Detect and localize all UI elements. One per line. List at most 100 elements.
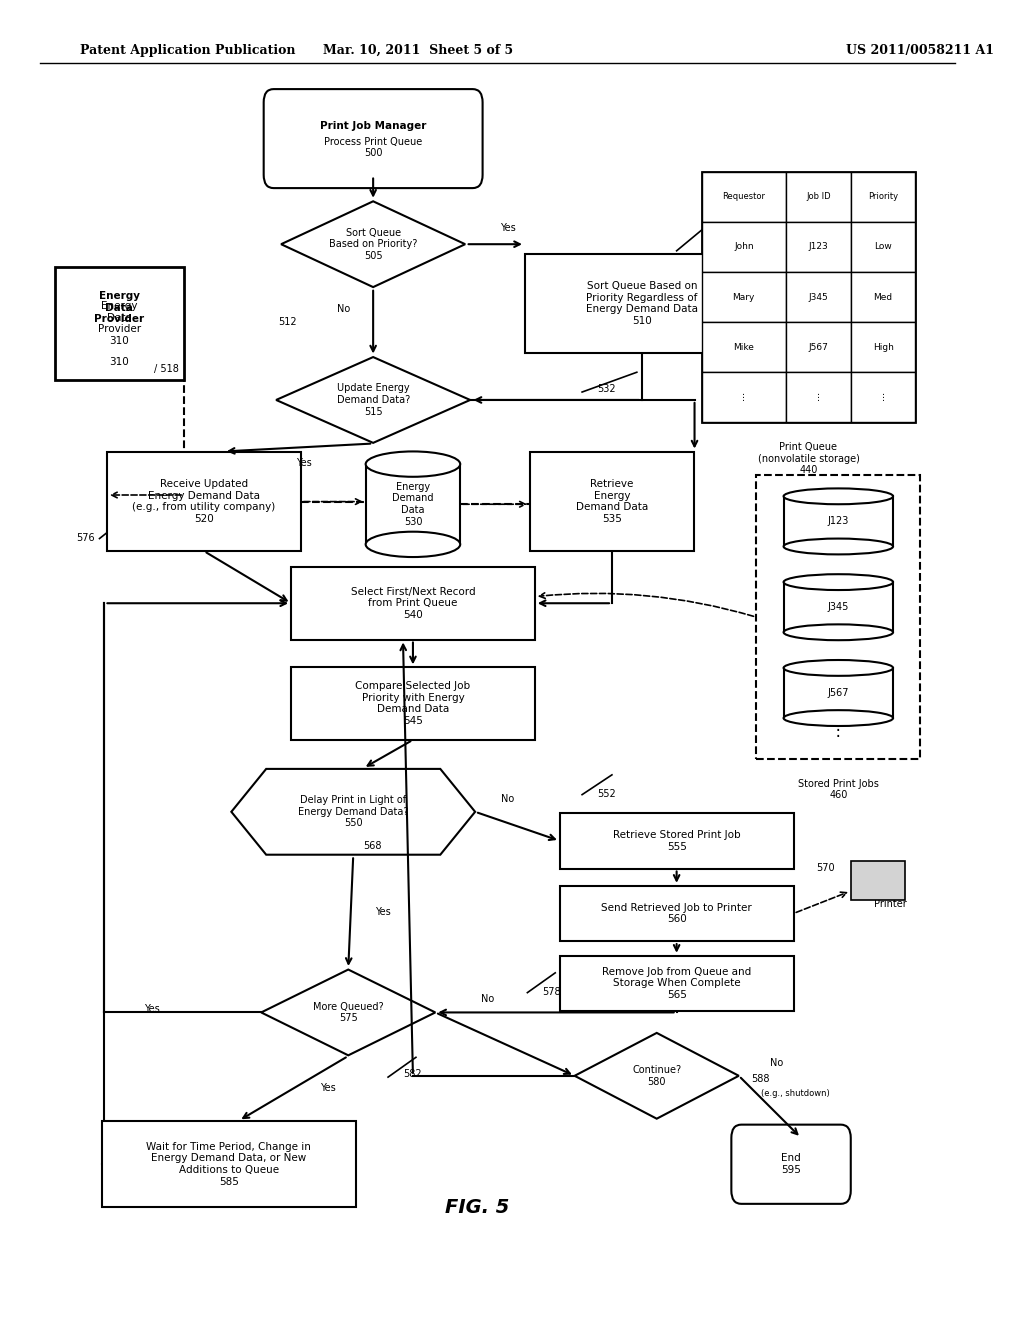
Text: Requestor: Requestor xyxy=(722,193,765,201)
Text: No: No xyxy=(337,304,350,314)
Text: / 518: / 518 xyxy=(155,364,179,375)
Text: Patent Application Publication: Patent Application Publication xyxy=(80,44,295,57)
FancyBboxPatch shape xyxy=(786,172,851,222)
Ellipse shape xyxy=(366,532,460,557)
Text: Yes: Yes xyxy=(500,223,515,234)
Text: 588: 588 xyxy=(752,1074,770,1085)
Text: 552: 552 xyxy=(597,789,615,800)
Text: Send Retrieved Job to Printer
560: Send Retrieved Job to Printer 560 xyxy=(601,903,752,924)
FancyBboxPatch shape xyxy=(560,956,794,1011)
FancyBboxPatch shape xyxy=(851,372,915,422)
FancyBboxPatch shape xyxy=(529,451,694,552)
FancyBboxPatch shape xyxy=(525,253,759,352)
FancyBboxPatch shape xyxy=(701,322,786,372)
Text: Compare Selected Job
Priority with Energy
Demand Data
545: Compare Selected Job Priority with Energ… xyxy=(355,681,470,726)
Text: J123: J123 xyxy=(827,516,849,527)
Ellipse shape xyxy=(783,539,893,554)
Text: High: High xyxy=(872,343,894,351)
Text: Select First/Next Record
from Print Queue
540: Select First/Next Record from Print Queu… xyxy=(350,586,475,620)
FancyBboxPatch shape xyxy=(366,458,460,550)
Text: Yes: Yes xyxy=(375,907,391,917)
Text: Print Job Manager: Print Job Manager xyxy=(319,120,426,131)
Text: Yes: Yes xyxy=(321,1084,336,1093)
Polygon shape xyxy=(276,358,470,444)
Text: J123: J123 xyxy=(809,243,828,251)
Text: Mike: Mike xyxy=(733,343,755,351)
Text: Energy
Data
Provider
310: Energy Data Provider 310 xyxy=(98,301,141,346)
Text: 570: 570 xyxy=(816,863,835,874)
Text: Job ID: Job ID xyxy=(806,193,830,201)
Text: End
595: End 595 xyxy=(781,1154,801,1175)
Text: No: No xyxy=(715,414,728,425)
Ellipse shape xyxy=(783,488,893,504)
Text: 310: 310 xyxy=(110,356,129,367)
Text: Energy
Data
Provider: Energy Data Provider xyxy=(94,290,144,325)
Text: Update Energy
Demand Data?
515: Update Energy Demand Data? 515 xyxy=(337,383,410,417)
Text: 578: 578 xyxy=(543,987,561,998)
Text: (e.g., shutdown): (e.g., shutdown) xyxy=(761,1089,830,1098)
Text: J345: J345 xyxy=(827,602,849,612)
Text: ⋮: ⋮ xyxy=(879,393,888,401)
FancyBboxPatch shape xyxy=(291,566,535,639)
Text: No: No xyxy=(769,1057,782,1068)
Polygon shape xyxy=(574,1032,739,1119)
Text: Retrieve
Energy
Demand Data
535: Retrieve Energy Demand Data 535 xyxy=(575,479,648,524)
FancyBboxPatch shape xyxy=(786,372,851,422)
Text: ⋮: ⋮ xyxy=(814,393,823,401)
FancyBboxPatch shape xyxy=(54,267,184,380)
FancyBboxPatch shape xyxy=(106,451,301,552)
FancyBboxPatch shape xyxy=(701,272,786,322)
Text: Mar. 10, 2011  Sheet 5 of 5: Mar. 10, 2011 Sheet 5 of 5 xyxy=(323,44,513,57)
Ellipse shape xyxy=(366,451,460,477)
Polygon shape xyxy=(231,768,475,855)
Text: Continue?
580: Continue? 580 xyxy=(632,1065,681,1086)
Text: 532: 532 xyxy=(597,384,615,395)
FancyBboxPatch shape xyxy=(786,272,851,322)
FancyBboxPatch shape xyxy=(851,272,915,322)
FancyBboxPatch shape xyxy=(851,172,915,222)
Text: US 2011/0058211 A1: US 2011/0058211 A1 xyxy=(846,44,993,57)
FancyBboxPatch shape xyxy=(757,475,921,759)
FancyBboxPatch shape xyxy=(102,1122,355,1206)
Text: No: No xyxy=(501,793,514,804)
Text: Printer: Printer xyxy=(874,899,907,909)
FancyBboxPatch shape xyxy=(701,372,786,422)
Text: 508: 508 xyxy=(731,210,750,220)
Text: Priority: Priority xyxy=(868,193,898,201)
FancyBboxPatch shape xyxy=(851,222,915,272)
Text: Mary: Mary xyxy=(732,293,755,301)
FancyBboxPatch shape xyxy=(783,492,893,550)
Text: J345: J345 xyxy=(809,293,828,301)
Text: Stored Print Jobs
460: Stored Print Jobs 460 xyxy=(798,779,879,800)
Text: Print Queue
(nonvolatile storage)
440: Print Queue (nonvolatile storage) 440 xyxy=(758,442,859,475)
Text: Remove Job from Queue and
Storage When Complete
565: Remove Job from Queue and Storage When C… xyxy=(602,966,752,1001)
Text: ⋮: ⋮ xyxy=(830,721,847,739)
Text: No: No xyxy=(481,994,495,1005)
FancyBboxPatch shape xyxy=(851,322,915,372)
Text: Receive Updated
Energy Demand Data
(e.g., from utility company)
520: Receive Updated Energy Demand Data (e.g.… xyxy=(132,479,275,524)
FancyBboxPatch shape xyxy=(560,813,794,869)
Text: John: John xyxy=(734,243,754,251)
Text: Sort Queue
Based on Priority?
505: Sort Queue Based on Priority? 505 xyxy=(329,227,418,261)
Ellipse shape xyxy=(783,710,893,726)
Text: Yes: Yes xyxy=(296,458,311,469)
Text: FIG. 5: FIG. 5 xyxy=(445,1199,510,1217)
FancyBboxPatch shape xyxy=(783,578,893,636)
Text: 576: 576 xyxy=(77,533,95,544)
Text: Process Print Queue
500: Process Print Queue 500 xyxy=(324,136,422,158)
Text: More Queued?
575: More Queued? 575 xyxy=(313,1002,384,1023)
FancyBboxPatch shape xyxy=(701,172,786,222)
FancyBboxPatch shape xyxy=(786,222,851,272)
FancyBboxPatch shape xyxy=(731,1125,851,1204)
Text: J567: J567 xyxy=(809,343,828,351)
Text: Retrieve Stored Print Job
555: Retrieve Stored Print Job 555 xyxy=(612,830,740,851)
Text: Yes: Yes xyxy=(144,1005,160,1015)
Ellipse shape xyxy=(783,624,893,640)
Text: 568: 568 xyxy=(364,841,382,851)
Text: Low: Low xyxy=(874,243,892,251)
FancyBboxPatch shape xyxy=(264,88,482,187)
FancyBboxPatch shape xyxy=(701,222,786,272)
FancyBboxPatch shape xyxy=(786,322,851,372)
Text: Med: Med xyxy=(873,293,893,301)
Text: ⋮: ⋮ xyxy=(739,393,749,401)
